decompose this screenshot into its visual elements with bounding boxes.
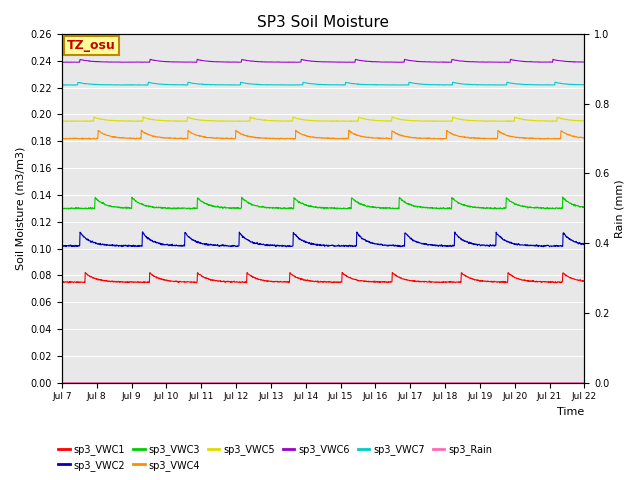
sp3_VWC1 bbox=[58, 279, 66, 285]
sp3_VWC1 bbox=[580, 278, 588, 284]
sp3_VWC2 bbox=[301, 239, 308, 245]
X-axis label: Time: Time bbox=[557, 407, 584, 417]
sp3_Rain bbox=[280, 380, 287, 385]
sp3_VWC3 bbox=[356, 201, 364, 206]
sp3_VWC5 bbox=[58, 118, 66, 124]
Line: sp3_VWC7: sp3_VWC7 bbox=[62, 82, 584, 85]
sp3_VWC7 bbox=[280, 82, 288, 88]
sp3_VWC6 bbox=[504, 60, 512, 65]
sp3_VWC6 bbox=[120, 59, 127, 65]
sp3_VWC6 bbox=[99, 59, 106, 65]
Line: sp3_VWC3: sp3_VWC3 bbox=[62, 197, 584, 209]
sp3_VWC5 bbox=[300, 117, 308, 123]
sp3_Rain bbox=[355, 380, 363, 385]
sp3_VWC6 bbox=[291, 59, 298, 65]
sp3_VWC3 bbox=[291, 196, 298, 202]
sp3_VWC7 bbox=[58, 82, 66, 88]
sp3_VWC7 bbox=[300, 80, 308, 85]
sp3_VWC1 bbox=[291, 273, 298, 279]
sp3_VWC3 bbox=[300, 202, 308, 207]
sp3_VWC4 bbox=[99, 130, 106, 136]
sp3_VWC2 bbox=[356, 233, 364, 239]
sp3_Rain bbox=[58, 380, 66, 385]
sp3_VWC3 bbox=[559, 194, 566, 200]
sp3_VWC5 bbox=[280, 118, 288, 124]
sp3_VWC3 bbox=[120, 205, 128, 211]
sp3_VWC7 bbox=[99, 82, 106, 87]
sp3_Rain bbox=[291, 380, 298, 385]
sp3_Rain bbox=[120, 380, 127, 385]
sp3_VWC3 bbox=[280, 205, 288, 211]
sp3_VWC7 bbox=[503, 79, 511, 85]
sp3_VWC7 bbox=[291, 82, 298, 88]
sp3_VWC2 bbox=[580, 241, 588, 247]
sp3_VWC2 bbox=[139, 229, 147, 235]
sp3_VWC5 bbox=[580, 118, 588, 124]
sp3_VWC7 bbox=[120, 82, 128, 88]
sp3_VWC4 bbox=[58, 135, 66, 141]
Legend: sp3_VWC1, sp3_VWC2, sp3_VWC3, sp3_VWC4, sp3_VWC5, sp3_VWC6, sp3_VWC7, sp3_Rain: sp3_VWC1, sp3_VWC2, sp3_VWC3, sp3_VWC4, … bbox=[56, 442, 494, 473]
sp3_VWC4 bbox=[138, 127, 145, 133]
sp3_VWC6 bbox=[549, 57, 557, 62]
sp3_VWC5 bbox=[442, 119, 449, 124]
sp3_VWC3 bbox=[58, 205, 66, 211]
sp3_VWC2 bbox=[282, 244, 290, 250]
sp3_VWC5 bbox=[120, 118, 127, 124]
Line: sp3_VWC4: sp3_VWC4 bbox=[62, 130, 584, 139]
sp3_VWC2 bbox=[291, 231, 299, 237]
sp3_VWC2 bbox=[120, 243, 127, 249]
Line: sp3_VWC5: sp3_VWC5 bbox=[62, 117, 584, 121]
sp3_VWC4 bbox=[280, 136, 288, 142]
Line: sp3_VWC6: sp3_VWC6 bbox=[62, 60, 584, 62]
sp3_VWC2 bbox=[58, 243, 66, 249]
sp3_Rain bbox=[580, 380, 588, 385]
sp3_Rain bbox=[300, 380, 308, 385]
sp3_VWC1 bbox=[120, 279, 127, 285]
sp3_VWC5 bbox=[140, 114, 147, 120]
sp3_VWC1 bbox=[552, 280, 560, 286]
sp3_VWC1 bbox=[339, 270, 346, 276]
sp3_Rain bbox=[99, 380, 106, 385]
sp3_VWC1 bbox=[356, 278, 364, 284]
Y-axis label: Rain (mm): Rain (mm) bbox=[615, 179, 625, 238]
Y-axis label: Soil Moisture (m3/m3): Soil Moisture (m3/m3) bbox=[15, 147, 25, 270]
sp3_VWC2 bbox=[280, 242, 288, 248]
sp3_VWC6 bbox=[300, 57, 308, 63]
sp3_VWC7 bbox=[580, 82, 588, 87]
sp3_VWC6 bbox=[280, 59, 287, 65]
sp3_VWC7 bbox=[60, 82, 68, 88]
sp3_VWC4 bbox=[120, 135, 127, 141]
sp3_VWC4 bbox=[356, 133, 364, 139]
sp3_VWC6 bbox=[355, 58, 363, 63]
sp3_VWC4 bbox=[290, 136, 298, 142]
sp3_VWC6 bbox=[58, 59, 66, 65]
sp3_VWC7 bbox=[356, 82, 364, 87]
sp3_VWC4 bbox=[580, 135, 588, 141]
Text: TZ_osu: TZ_osu bbox=[67, 39, 116, 52]
sp3_VWC4 bbox=[301, 132, 308, 138]
sp3_VWC6 bbox=[580, 59, 588, 65]
sp3_VWC4 bbox=[291, 136, 299, 142]
sp3_VWC5 bbox=[356, 115, 364, 120]
sp3_VWC1 bbox=[99, 277, 106, 283]
sp3_VWC1 bbox=[300, 277, 308, 283]
sp3_VWC1 bbox=[280, 279, 287, 285]
sp3_VWC5 bbox=[99, 117, 106, 122]
sp3_VWC3 bbox=[580, 204, 588, 210]
sp3_VWC5 bbox=[291, 115, 298, 120]
Line: sp3_VWC2: sp3_VWC2 bbox=[62, 232, 584, 247]
sp3_VWC2 bbox=[99, 241, 106, 247]
sp3_VWC3 bbox=[99, 201, 106, 206]
sp3_VWC3 bbox=[65, 206, 73, 212]
Line: sp3_VWC1: sp3_VWC1 bbox=[62, 273, 584, 283]
Title: SP3 Soil Moisture: SP3 Soil Moisture bbox=[257, 15, 389, 30]
